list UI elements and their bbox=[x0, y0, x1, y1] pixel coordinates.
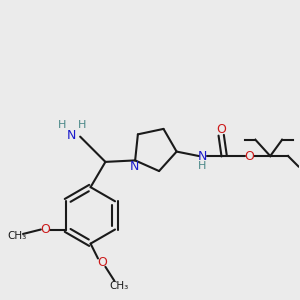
Text: O: O bbox=[40, 223, 50, 236]
Text: H: H bbox=[198, 160, 207, 171]
Text: CH₃: CH₃ bbox=[8, 231, 27, 241]
Text: O: O bbox=[216, 123, 226, 136]
Text: N: N bbox=[130, 160, 139, 173]
Text: N: N bbox=[198, 149, 207, 163]
Text: H: H bbox=[58, 120, 67, 130]
Text: O: O bbox=[244, 149, 254, 163]
Text: H: H bbox=[77, 120, 86, 130]
Text: N: N bbox=[67, 129, 76, 142]
Text: CH₃: CH₃ bbox=[109, 281, 128, 291]
Text: O: O bbox=[97, 256, 107, 269]
